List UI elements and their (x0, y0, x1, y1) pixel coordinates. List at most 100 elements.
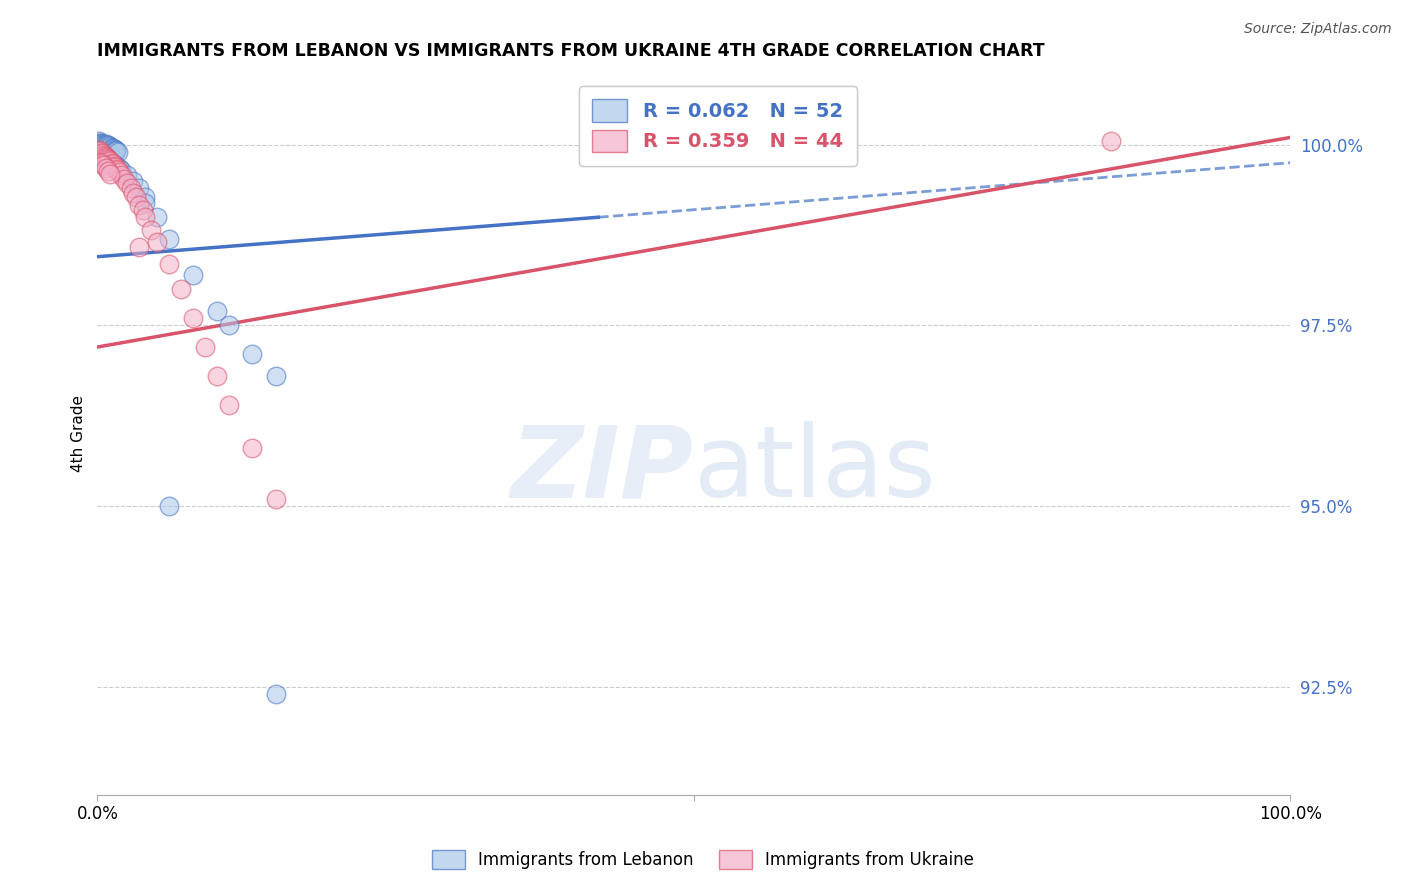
Legend: Immigrants from Lebanon, Immigrants from Ukraine: Immigrants from Lebanon, Immigrants from… (422, 840, 984, 880)
Point (91, 138, 114, 153)
Point (146, 210, 169, 224)
Point (264, 368, 287, 383)
Point (101, 157, 124, 171)
Point (98, 139, 121, 153)
Point (100, 140, 122, 154)
Point (91, 146, 114, 161)
Point (105, 160, 128, 174)
Point (100, 154, 122, 169)
Point (94, 161, 117, 175)
Point (264, 687, 287, 701)
Point (90, 136, 112, 151)
Y-axis label: 4th Grade: 4th Grade (72, 395, 86, 472)
Point (90, 136, 112, 151)
Point (94, 150, 117, 164)
Point (157, 232, 180, 246)
Point (134, 190, 156, 204)
Point (100, 140, 122, 154)
Point (94, 136, 117, 151)
Point (157, 257, 180, 271)
Point (108, 165, 131, 179)
Point (105, 145, 128, 159)
Point (157, 499, 180, 513)
Point (100, 155, 122, 169)
Point (96, 137, 118, 152)
Point (112, 171, 135, 186)
Point (1099, 134, 1122, 148)
Point (104, 161, 127, 175)
Point (93, 139, 115, 153)
Point (103, 157, 125, 171)
Point (98, 153, 121, 167)
Point (100, 167, 122, 181)
Point (91, 148, 114, 162)
Point (242, 441, 264, 455)
Point (89, 145, 111, 159)
Point (94, 150, 117, 164)
Point (103, 159, 125, 173)
Point (128, 197, 150, 211)
Point (103, 142, 125, 156)
Point (110, 163, 132, 178)
Point (107, 145, 129, 159)
Legend: R = 0.062   N = 52, R = 0.359   N = 44: R = 0.062 N = 52, R = 0.359 N = 44 (579, 86, 856, 166)
Point (108, 161, 131, 175)
Point (91, 147, 114, 161)
Point (98, 154, 121, 169)
Point (97, 138, 120, 153)
Point (97, 154, 120, 169)
Point (134, 195, 156, 210)
Point (146, 235, 169, 250)
Text: ZIP: ZIP (510, 421, 693, 518)
Point (139, 223, 162, 237)
Point (94, 153, 117, 167)
Point (181, 311, 204, 326)
Point (90, 148, 112, 162)
Point (218, 398, 240, 412)
Point (97, 152, 120, 166)
Point (115, 168, 138, 182)
Point (100, 155, 122, 169)
Point (104, 143, 127, 157)
Point (131, 202, 153, 217)
Point (264, 491, 287, 506)
Point (91, 148, 114, 162)
Point (96, 151, 118, 165)
Point (128, 240, 150, 254)
Point (87, 134, 110, 148)
Point (115, 176, 138, 190)
Text: atlas: atlas (693, 421, 935, 518)
Point (90, 146, 112, 161)
Point (194, 340, 217, 354)
Point (110, 168, 132, 182)
Point (218, 318, 240, 333)
Point (181, 268, 204, 282)
Point (90, 155, 112, 169)
Point (105, 161, 128, 176)
Point (122, 174, 145, 188)
Point (93, 148, 115, 162)
Point (97, 163, 120, 178)
Point (107, 163, 129, 178)
Point (120, 181, 142, 195)
Text: Source: ZipAtlas.com: Source: ZipAtlas.com (1244, 22, 1392, 37)
Point (87, 143, 110, 157)
Point (124, 190, 146, 204)
Text: IMMIGRANTS FROM LEBANON VS IMMIGRANTS FROM UKRAINE 4TH GRADE CORRELATION CHART: IMMIGRANTS FROM LEBANON VS IMMIGRANTS FR… (97, 42, 1045, 60)
Point (98, 155, 121, 169)
Point (205, 368, 228, 383)
Point (90, 145, 112, 160)
Point (91, 150, 114, 164)
Point (122, 186, 145, 200)
Point (242, 347, 264, 361)
Point (104, 160, 127, 174)
Point (91, 137, 114, 152)
Point (89, 136, 111, 150)
Point (91, 158, 114, 172)
Point (96, 152, 118, 166)
Point (128, 181, 150, 195)
Point (105, 144, 128, 158)
Point (134, 210, 156, 224)
Point (93, 152, 115, 166)
Point (97, 153, 120, 167)
